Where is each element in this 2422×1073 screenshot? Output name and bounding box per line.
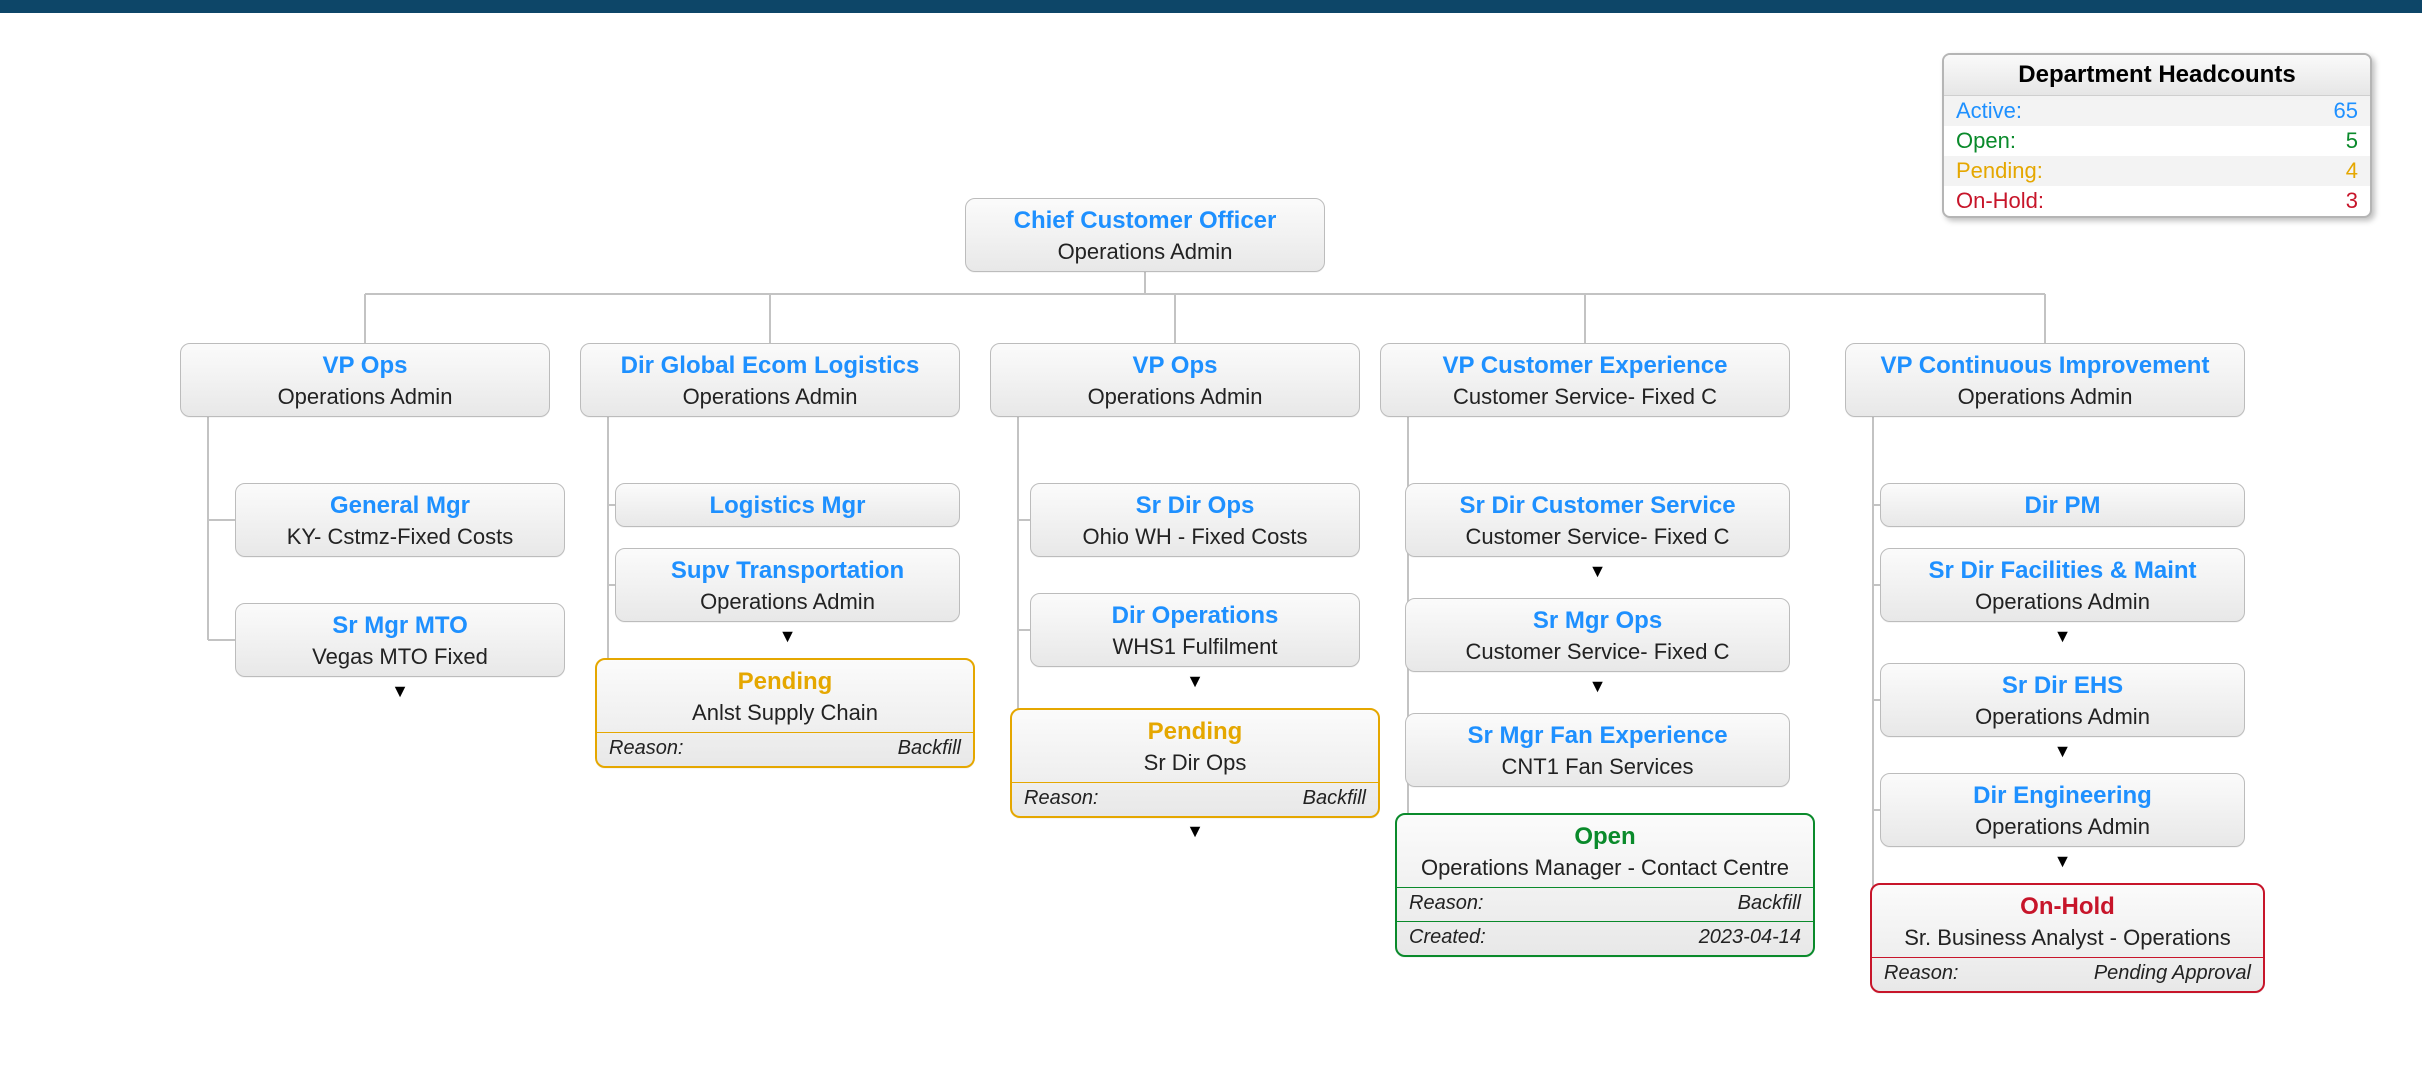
top-bar [0, 0, 2422, 13]
org-node[interactable]: Sr Dir Ops Ohio WH - Fixed Costs [1030, 483, 1360, 557]
expand-icon[interactable]: ▼ [1186, 821, 1204, 842]
node-subtitle: Operations Admin [595, 384, 945, 410]
org-node[interactable]: Sr Mgr Fan Experience CNT1 Fan Services [1405, 713, 1790, 787]
org-node[interactable]: Sr Dir EHSOperations Admin▼ [1880, 663, 2245, 737]
headcount-row: Open: 5 [1944, 126, 2370, 156]
node-subtitle: Operations Admin [1860, 384, 2230, 410]
hc-value: 3 [2346, 188, 2358, 214]
node-subtitle: Customer Service- Fixed C [1395, 384, 1775, 410]
org-node[interactable]: VP Ops Operations Admin [180, 343, 550, 417]
headcount-panel: Department Headcounts Active:65Open:5Pen… [1942, 53, 2372, 218]
node-subtitle: Operations Admin [195, 384, 535, 410]
node-title: VP Ops [1005, 352, 1345, 380]
org-node[interactable]: Pending Anlst Supply Chain Reason:Backfill [595, 658, 975, 768]
org-node[interactable]: Dir OperationsWHS1 Fulfilment▼ [1030, 593, 1360, 667]
node-title: VP Ops [195, 352, 535, 380]
org-node[interactable]: Supv TransportationOperations Admin▼ [615, 548, 960, 622]
node-subtitle: Operations Admin [980, 239, 1310, 265]
expand-icon[interactable]: ▼ [2054, 741, 2072, 762]
node-subtitle: Customer Service- Fixed C [1420, 524, 1775, 550]
node-title: Dir Global Ecom Logistics [595, 352, 945, 380]
org-node[interactable]: Sr Mgr OpsCustomer Service- Fixed C▼ [1405, 598, 1790, 672]
org-node[interactable]: VP Customer Experience Customer Service- … [1380, 343, 1790, 417]
node-meta: Reason:Backfill [597, 732, 973, 760]
org-node[interactable]: Dir EngineeringOperations Admin▼ [1880, 773, 2245, 847]
expand-icon[interactable]: ▼ [1589, 676, 1607, 697]
node-subtitle: Operations Admin [1895, 704, 2230, 730]
org-node[interactable]: VP Ops Operations Admin [990, 343, 1360, 417]
node-subtitle: Vegas MTO Fixed [250, 644, 550, 670]
hc-label: Open: [1956, 128, 2016, 154]
headcount-row: Active: 65 [1944, 96, 2370, 126]
org-node[interactable]: PendingSr Dir OpsReason:Backfill▼ [1010, 708, 1380, 818]
org-node[interactable]: Sr Dir Customer Service Customer Service-… [1405, 483, 1790, 557]
org-node[interactable]: Logistics Mgr [615, 483, 960, 527]
node-subtitle: Operations Admin [1895, 814, 2230, 840]
org-node[interactable]: Sr Dir Facilities & Maint Operations Admi… [1880, 548, 2245, 622]
node-title: Sr Dir Customer Service [1420, 492, 1775, 520]
node-subtitle: Anlst Supply Chain [611, 700, 959, 726]
node-title: VP Customer Experience [1395, 352, 1775, 380]
headcount-rows: Active: 65 Open: 5 Pending: 4 On-Hold: 3 [1944, 96, 2370, 216]
node-title: Sr Mgr Ops [1420, 607, 1775, 635]
node-title: Sr Dir Facilities & Maint [1895, 557, 2230, 585]
node-subtitle: Operations Manager - Contact Centre [1411, 855, 1799, 881]
node-meta: Reason:Backfill [1397, 887, 1813, 915]
node-title: Dir Operations [1045, 602, 1345, 630]
org-node[interactable]: VP Continuous Improvement Operations Admi… [1845, 343, 2245, 417]
headcount-row: On-Hold: 3 [1944, 186, 2370, 216]
org-node[interactable]: On-Hold Sr. Business Analyst - Operations… [1870, 883, 2265, 993]
headcount-title: Department Headcounts [1944, 55, 2370, 96]
expand-icon[interactable]: ▼ [2054, 626, 2072, 647]
node-title: VP Continuous Improvement [1860, 352, 2230, 380]
hc-label: Active: [1956, 98, 2022, 124]
node-meta: Created:2023-04-14 [1397, 921, 1813, 949]
node-meta: Reason:Pending Approval [1872, 957, 2263, 985]
node-subtitle: Operations Admin [1005, 384, 1345, 410]
org-node[interactable]: Sr Mgr MTOVegas MTO Fixed▼ [235, 603, 565, 677]
org-node[interactable]: Dir Global Ecom Logistics Operations Admi… [580, 343, 960, 417]
org-node[interactable]: Open Operations Manager - Contact Centre R… [1395, 813, 1815, 957]
node-title: Pending [611, 668, 959, 696]
hc-label: On-Hold: [1956, 188, 2044, 214]
node-subtitle: Customer Service- Fixed C [1420, 639, 1775, 665]
node-title: Logistics Mgr [630, 492, 945, 520]
node-subtitle: KY- Cstmz-Fixed Costs [250, 524, 550, 550]
expand-icon[interactable]: ▼ [1186, 671, 1204, 692]
expand-icon[interactable]: ▼ [779, 626, 797, 647]
hc-value: 5 [2346, 128, 2358, 154]
node-subtitle: Sr Dir Ops [1026, 750, 1364, 776]
node-title: General Mgr [250, 492, 550, 520]
node-subtitle: Operations Admin [630, 589, 945, 615]
node-title: Sr Dir EHS [1895, 672, 2230, 700]
node-title: Sr Mgr MTO [250, 612, 550, 640]
expand-icon[interactable]: ▼ [2054, 851, 2072, 872]
expand-icon[interactable]: ▼ [1589, 561, 1607, 582]
hc-value: 65 [2334, 98, 2358, 124]
org-node[interactable]: Chief Customer Officer Operations Admin [965, 198, 1325, 272]
org-node[interactable]: Dir PM [1880, 483, 2245, 527]
node-title: Dir Engineering [1895, 782, 2230, 810]
org-node[interactable]: General Mgr KY- Cstmz-Fixed Costs [235, 483, 565, 557]
node-subtitle: Sr. Business Analyst - Operations [1886, 925, 2249, 951]
node-subtitle: WHS1 Fulfilment [1045, 634, 1345, 660]
node-title: Dir PM [1895, 492, 2230, 520]
expand-icon[interactable]: ▼ [391, 681, 409, 702]
node-subtitle: Ohio WH - Fixed Costs [1045, 524, 1345, 550]
node-title: Sr Dir Ops [1045, 492, 1345, 520]
node-meta: Reason:Backfill [1012, 782, 1378, 810]
node-title: On-Hold [1886, 893, 2249, 921]
node-subtitle: CNT1 Fan Services [1420, 754, 1775, 780]
node-title: Supv Transportation [630, 557, 945, 585]
hc-label: Pending: [1956, 158, 2043, 184]
headcount-row: Pending: 4 [1944, 156, 2370, 186]
node-title: Open [1411, 823, 1799, 851]
hc-value: 4 [2346, 158, 2358, 184]
node-title: Chief Customer Officer [980, 207, 1310, 235]
org-chart-canvas: Department Headcounts Active:65Open:5Pen… [0, 13, 2422, 1073]
node-title: Pending [1026, 718, 1364, 746]
node-subtitle: Operations Admin [1895, 589, 2230, 615]
node-title: Sr Mgr Fan Experience [1420, 722, 1775, 750]
